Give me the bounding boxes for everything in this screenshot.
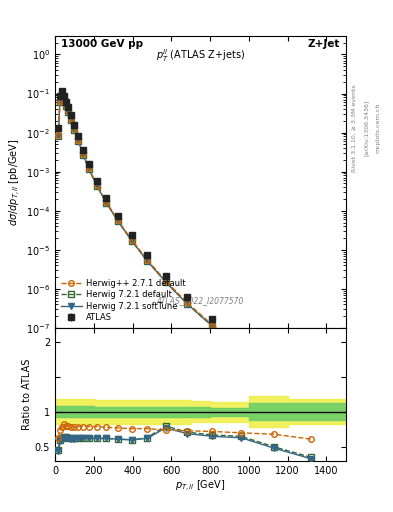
Herwig 7.2.1 softTune [163, 279, 168, 285]
Herwig 7.2.1 default [86, 166, 91, 172]
Herwig 7.2.1 default [163, 279, 168, 285]
Herwig++ 2.7.1 default [56, 132, 61, 138]
Herwig 7.2.1 default [104, 200, 109, 206]
Herwig 7.2.1 default [57, 99, 62, 105]
Herwig 7.2.1 default [145, 258, 149, 264]
Legend: Herwig++ 2.7.1 default, Herwig 7.2.1 default, Herwig 7.2.1 softTune, ATLAS: Herwig++ 2.7.1 default, Herwig 7.2.1 def… [57, 275, 189, 326]
Herwig 7.2.1 softTune [57, 99, 62, 105]
Text: [arXiv:1306.3436]: [arXiv:1306.3436] [364, 100, 369, 156]
Text: $p_T^{ll}$ (ATLAS Z+jets): $p_T^{ll}$ (ATLAS Z+jets) [156, 48, 245, 65]
Text: ATLAS_2022_I2077570: ATLAS_2022_I2077570 [157, 295, 244, 305]
Herwig++ 2.7.1 default [61, 96, 66, 102]
Herwig++ 2.7.1 default [145, 257, 149, 263]
Herwig 7.2.1 softTune [145, 258, 149, 264]
Herwig 7.2.1 softTune [59, 93, 64, 99]
Herwig 7.2.1 softTune [63, 103, 68, 110]
Herwig 7.2.1 softTune [104, 200, 109, 206]
Herwig++ 2.7.1 default [309, 401, 313, 408]
Y-axis label: Ratio to ATLAS: Ratio to ATLAS [22, 359, 32, 430]
Herwig 7.2.1 softTune [210, 323, 215, 329]
Herwig 7.2.1 softTune [69, 117, 73, 123]
Herwig 7.2.1 default [61, 97, 66, 103]
Herwig 7.2.1 softTune [272, 373, 276, 379]
Herwig++ 2.7.1 default [72, 126, 77, 132]
Text: Rivet 3.1.10, ≥ 3.3M events: Rivet 3.1.10, ≥ 3.3M events [352, 84, 357, 172]
Herwig++ 2.7.1 default [163, 278, 168, 284]
Herwig 7.2.1 softTune [116, 218, 120, 224]
Herwig++ 2.7.1 default [76, 137, 81, 143]
Herwig++ 2.7.1 default [69, 116, 73, 122]
Herwig 7.2.1 softTune [94, 182, 99, 188]
Herwig 7.2.1 default [76, 138, 81, 144]
Herwig++ 2.7.1 default [116, 217, 120, 223]
Herwig 7.2.1 softTune [61, 97, 66, 103]
Herwig 7.2.1 softTune [81, 152, 86, 158]
Line: Herwig++ 2.7.1 default: Herwig++ 2.7.1 default [55, 92, 314, 408]
Herwig 7.2.1 softTune [184, 301, 189, 307]
Herwig 7.2.1 default [210, 323, 215, 329]
X-axis label: $p_{T,ll}$ [GeV]: $p_{T,ll}$ [GeV] [175, 478, 226, 494]
Herwig++ 2.7.1 default [66, 109, 70, 115]
Line: Herwig 7.2.1 softTune: Herwig 7.2.1 softTune [55, 93, 314, 408]
Herwig++ 2.7.1 default [63, 102, 68, 109]
Herwig++ 2.7.1 default [59, 92, 64, 98]
Herwig++ 2.7.1 default [86, 165, 91, 172]
Herwig++ 2.7.1 default [104, 199, 109, 205]
Herwig 7.2.1 softTune [129, 238, 134, 244]
Herwig 7.2.1 softTune [86, 166, 91, 172]
Herwig 7.2.1 default [56, 133, 61, 139]
Text: 13000 GeV pp: 13000 GeV pp [61, 39, 143, 49]
Herwig 7.2.1 default [184, 301, 189, 307]
Herwig 7.2.1 default [94, 182, 99, 188]
Herwig 7.2.1 default [129, 238, 134, 244]
Herwig++ 2.7.1 default [272, 372, 276, 378]
Herwig++ 2.7.1 default [210, 322, 215, 328]
Herwig 7.2.1 default [272, 373, 276, 379]
Herwig 7.2.1 default [72, 126, 77, 133]
Herwig 7.2.1 softTune [72, 126, 77, 133]
Herwig++ 2.7.1 default [57, 98, 62, 104]
Herwig 7.2.1 default [116, 218, 120, 224]
Herwig++ 2.7.1 default [184, 300, 189, 306]
Line: Herwig 7.2.1 default: Herwig 7.2.1 default [55, 93, 314, 409]
Herwig++ 2.7.1 default [81, 151, 86, 157]
Y-axis label: $d\sigma/dp_{T,ll}$ [pb/GeV]: $d\sigma/dp_{T,ll}$ [pb/GeV] [8, 138, 23, 226]
Herwig 7.2.1 default [81, 152, 86, 158]
Herwig 7.2.1 softTune [66, 109, 70, 115]
Text: mcplots.cern.ch: mcplots.cern.ch [375, 103, 380, 153]
Herwig 7.2.1 softTune [76, 138, 81, 144]
Text: Z+Jet: Z+Jet [308, 39, 340, 49]
Herwig 7.2.1 default [66, 109, 70, 115]
Herwig++ 2.7.1 default [129, 237, 134, 243]
Herwig 7.2.1 default [239, 347, 244, 353]
Herwig 7.2.1 default [309, 403, 313, 409]
Herwig++ 2.7.1 default [94, 182, 99, 188]
Herwig 7.2.1 default [69, 117, 73, 123]
Herwig++ 2.7.1 default [239, 346, 244, 352]
Herwig 7.2.1 softTune [239, 347, 244, 353]
Herwig 7.2.1 default [63, 103, 68, 110]
Herwig 7.2.1 softTune [309, 401, 313, 408]
Herwig 7.2.1 default [59, 93, 64, 99]
Herwig 7.2.1 softTune [56, 133, 61, 139]
